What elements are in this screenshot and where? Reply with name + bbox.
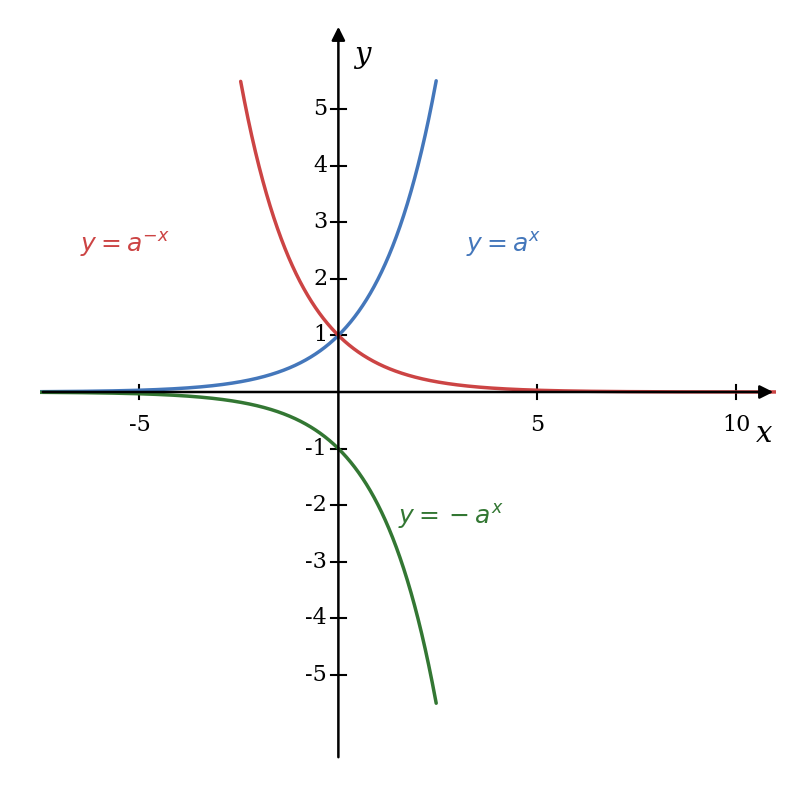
Text: -3: -3 — [306, 551, 327, 573]
Text: 10: 10 — [722, 414, 750, 435]
Text: $y = a^x$: $y = a^x$ — [466, 230, 541, 259]
Text: 3: 3 — [313, 211, 327, 233]
Text: 1: 1 — [313, 324, 327, 346]
Text: 5: 5 — [313, 98, 327, 120]
Text: -1: -1 — [306, 438, 327, 460]
Text: -2: -2 — [306, 494, 327, 516]
Text: -5: -5 — [306, 664, 327, 686]
Text: 5: 5 — [530, 414, 544, 435]
Text: $y = -a^x$: $y = -a^x$ — [398, 502, 504, 531]
Text: -4: -4 — [306, 607, 327, 630]
Text: x: x — [756, 420, 772, 448]
Text: 2: 2 — [313, 268, 327, 290]
Text: -5: -5 — [129, 414, 150, 435]
Text: y: y — [354, 41, 370, 69]
Text: $y = a^{-x}$: $y = a^{-x}$ — [80, 230, 170, 259]
Text: 4: 4 — [313, 154, 327, 177]
